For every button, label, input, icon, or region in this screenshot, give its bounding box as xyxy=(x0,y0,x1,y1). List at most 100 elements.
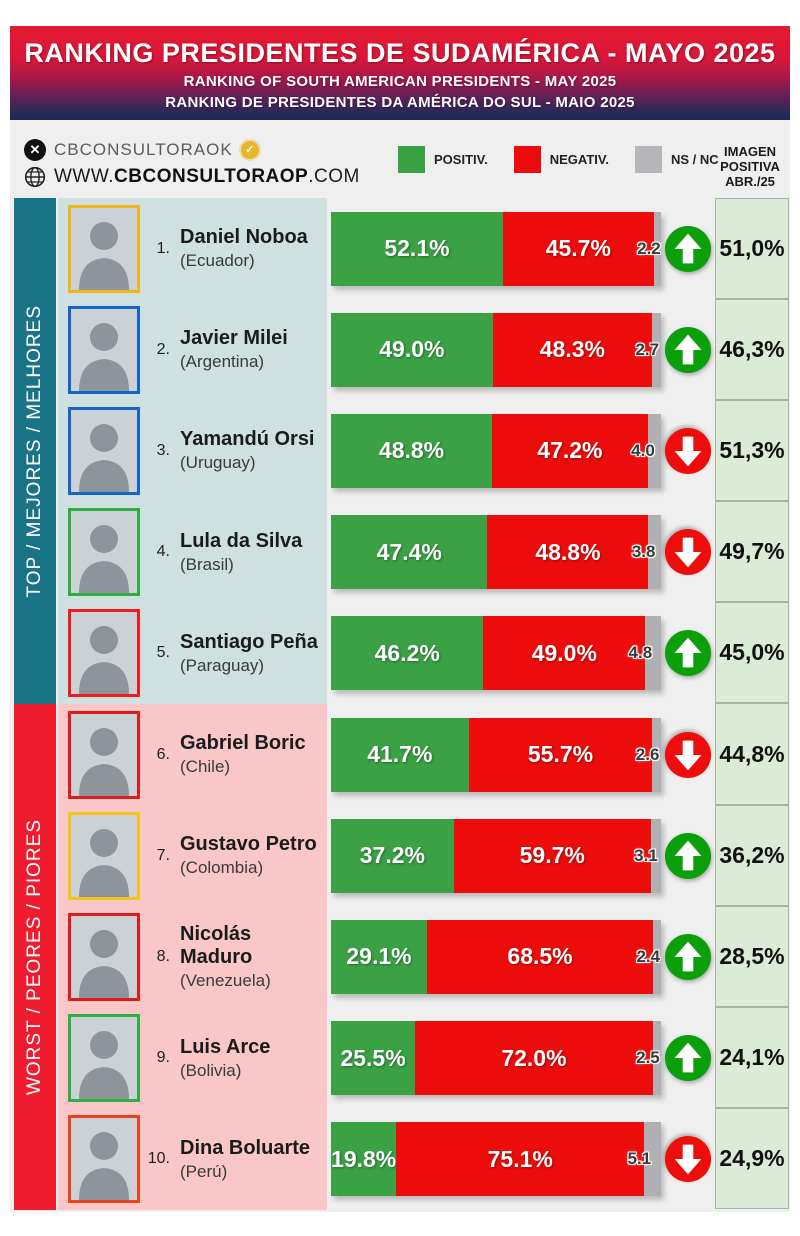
nsnc-value: 4.8 xyxy=(628,643,653,663)
negative-value: 45.7% xyxy=(545,235,611,262)
table-row: 3. Yamandú Orsi (Uruguay) 48.8% 47.2% 4.… xyxy=(58,399,790,502)
positive-segment: 19.8% xyxy=(331,1122,397,1197)
rank-label: 3. xyxy=(156,441,170,459)
president-country: (Bolivia) xyxy=(180,1060,242,1080)
previous-image-value: 46,3% xyxy=(719,335,785,362)
positive-segment: 29.1% xyxy=(331,919,428,994)
president-country: (Colombia) xyxy=(180,858,264,878)
negative-swatch xyxy=(513,146,541,173)
top-group-strip: TOP / MEJORES / MELHORES xyxy=(14,198,56,704)
president-name: Daniel Noboa xyxy=(180,226,308,249)
approval-bar: 49.0% 48.3% 2.7 xyxy=(331,312,661,387)
rank-label: 8. xyxy=(156,947,170,965)
president-country: (Chile) xyxy=(180,757,231,777)
approval-bar: 19.8% 75.1% 5.1 xyxy=(331,1122,661,1197)
president-identity: Gabriel Boric (Chile) xyxy=(180,732,306,777)
president-panel: 9. Luis Arce (Bolivia) xyxy=(58,1007,327,1109)
president-identity: Dina Boluarte (Perú) xyxy=(180,1137,310,1182)
page-title: RANKING PRESIDENTES DE SUDAMÉRICA - MAYO… xyxy=(24,38,776,68)
negative-value: 48.8% xyxy=(535,538,601,565)
previous-image-cell: 36,2% xyxy=(715,804,789,906)
legend: POSITIV. NEGATIV. NS / NC xyxy=(398,146,719,173)
table-row: 6. Gabriel Boric (Chile) 41.7% 55.7% 2.6… xyxy=(58,703,790,806)
president-country: (Venezuela) xyxy=(180,970,271,990)
president-panel: 10. Dina Boluarte (Perú) xyxy=(58,1108,327,1210)
president-panel: 5. Santiago Peña (Paraguay) xyxy=(58,602,327,704)
trend-zone xyxy=(661,225,715,273)
approval-bar: 46.2% 49.0% 4.8 xyxy=(331,616,661,691)
previous-image-value: 24,1% xyxy=(719,1044,785,1071)
positive-segment: 37.2% xyxy=(331,818,454,893)
person-silhouette-icon xyxy=(71,308,137,391)
rank-label: 6. xyxy=(156,745,170,763)
positive-value: 52.1% xyxy=(384,235,450,262)
previous-image-value: 28,5% xyxy=(719,942,785,969)
president-name: Santiago Peña xyxy=(180,630,318,653)
negative-value: 59.7% xyxy=(519,842,585,869)
president-name: Yamandú Orsi xyxy=(180,428,315,451)
trend-zone xyxy=(661,933,715,981)
trend-zone xyxy=(661,1135,715,1183)
person-silhouette-icon xyxy=(71,1017,137,1100)
table-row: 4. Lula da Silva (Brasil) 47.4% 48.8% 3.… xyxy=(58,501,790,603)
nsnc-value: 3.1 xyxy=(634,845,658,865)
nsnc-segment xyxy=(652,1021,661,1096)
president-photo xyxy=(68,508,140,597)
trend-arrow-icon xyxy=(664,1035,712,1082)
approval-bar: 25.5% 72.0% 2.5 xyxy=(331,1021,661,1096)
ranking-table: TOP / MEJORES / MELHORES WORST / PEORES … xyxy=(10,198,790,1210)
president-photo xyxy=(68,1014,140,1103)
president-name: Javier Milei xyxy=(180,327,288,350)
positive-segment: 25.5% xyxy=(331,1021,416,1096)
nsnc-value: 2.2 xyxy=(637,238,661,258)
trend-arrow-icon xyxy=(664,731,712,778)
approval-bar: 41.7% 55.7% 2.6 xyxy=(331,717,661,792)
positive-segment: 48.8% xyxy=(331,413,493,488)
trend-arrow-icon xyxy=(664,832,712,879)
trend-arrow-icon xyxy=(664,933,712,980)
negative-segment: 49.0% xyxy=(483,616,646,691)
negative-segment: 48.3% xyxy=(492,312,653,387)
negative-segment: 47.2% xyxy=(492,413,648,488)
president-panel: 8. Nicolás Maduro (Venezuela) xyxy=(58,906,327,1008)
website-line: WWW.CBCONSULTORAOP.COM xyxy=(24,163,360,190)
president-country: (Ecuador) xyxy=(180,251,255,271)
rank-label: 2. xyxy=(156,340,170,358)
negative-value: 55.7% xyxy=(527,741,594,768)
previous-image-cell: 49,7% xyxy=(715,501,789,603)
x-handle: CBCONSULTORAOK xyxy=(54,139,233,159)
positive-segment: 41.7% xyxy=(331,717,469,792)
rank-label: 5. xyxy=(156,644,170,662)
president-panel: 7. Gustavo Petro (Colombia) xyxy=(58,805,327,907)
trend-zone xyxy=(661,326,715,374)
nsnc-value: 2.6 xyxy=(635,744,660,764)
president-photo xyxy=(68,811,140,900)
worst-group-label: WORST / PEORES / PIORES xyxy=(24,818,45,1096)
president-name: Lula da Silva xyxy=(180,529,303,552)
person-silhouette-icon xyxy=(71,612,137,695)
nsnc-segment xyxy=(648,515,661,590)
positive-segment: 46.2% xyxy=(331,616,484,691)
president-country: (Perú) xyxy=(180,1161,228,1181)
nsnc-value: 5.1 xyxy=(627,1149,652,1169)
nsnc-segment xyxy=(653,919,661,994)
rank-label: 1. xyxy=(156,239,170,257)
positive-value: 47.4% xyxy=(376,538,442,565)
previous-image-value: 49,7% xyxy=(719,538,785,565)
verified-badge-icon: ✓ xyxy=(240,140,259,159)
trend-zone xyxy=(661,528,715,576)
nsnc-segment xyxy=(647,413,661,488)
negative-value: 49.0% xyxy=(531,639,597,666)
negative-segment: 72.0% xyxy=(415,1021,653,1096)
legend-item-positive: POSITIV. xyxy=(398,146,488,173)
person-silhouette-icon xyxy=(71,511,137,594)
president-photo xyxy=(68,609,140,698)
approval-bar: 52.1% 45.7% 2.2 xyxy=(331,211,661,286)
negative-segment: 75.1% xyxy=(396,1122,645,1197)
positive-value: 41.7% xyxy=(367,741,433,768)
president-identity: Lula da Silva (Brasil) xyxy=(180,530,302,575)
trend-zone xyxy=(661,1034,715,1082)
positive-value: 49.0% xyxy=(379,336,445,363)
negative-label: NEGATIV. xyxy=(549,152,609,167)
table-row: 8. Nicolás Maduro (Venezuela) 29.1% 68.5… xyxy=(58,905,790,1008)
